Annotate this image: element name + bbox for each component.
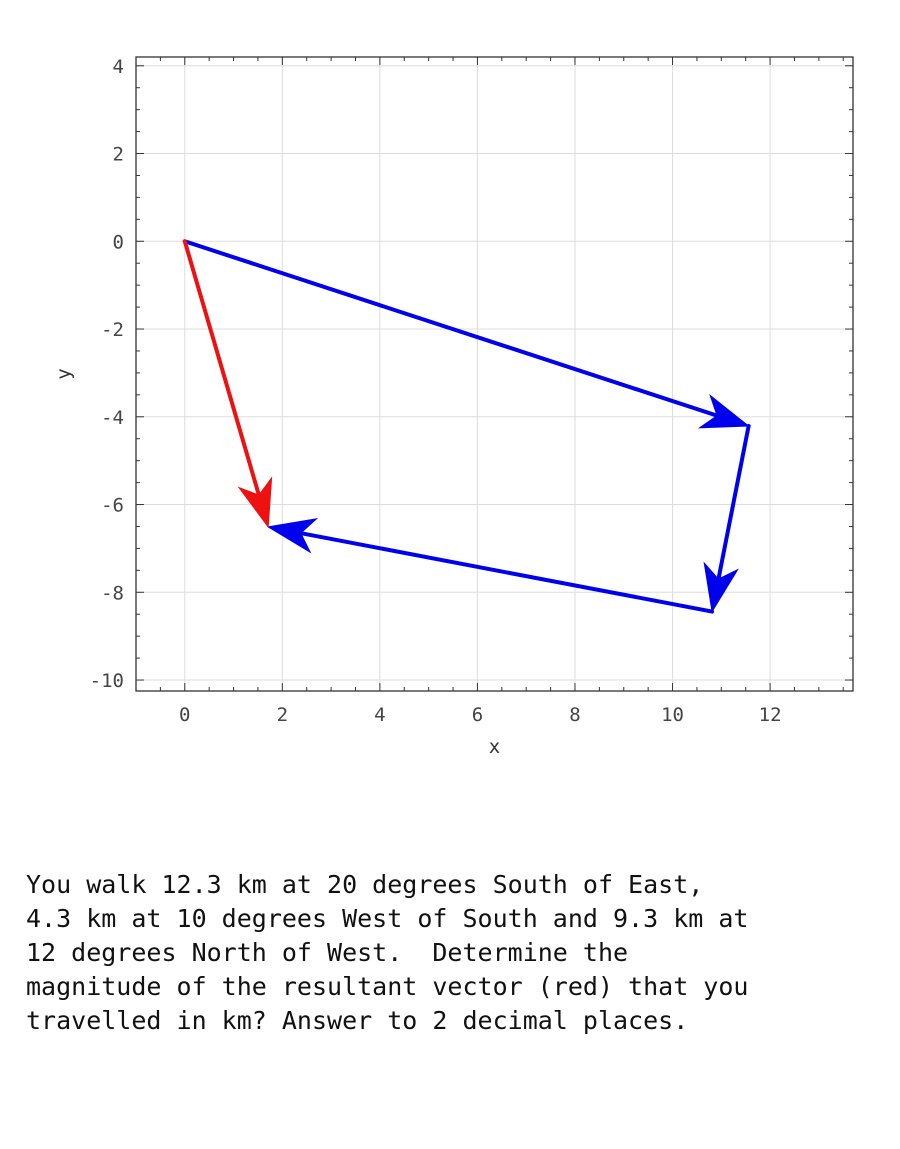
x-tick-label: 10 xyxy=(661,704,684,726)
vector-shaft-3 xyxy=(274,526,715,614)
y-tick-label: 0 xyxy=(113,231,124,253)
y-tick-label: -4 xyxy=(101,407,124,429)
vector-shaft-1 xyxy=(182,239,744,426)
x-tick-label: 12 xyxy=(759,704,782,726)
y-tick-label: -6 xyxy=(101,495,124,517)
x-tick-label: 6 xyxy=(472,704,483,726)
question-text: You walk 12.3 km at 20 degrees South of … xyxy=(26,870,749,1035)
chart-svg: 0 2 4 6 8 10 12 4 2 0 -2 -4 -6 -8 -10 x y xyxy=(53,56,854,758)
y-tick-label: -10 xyxy=(90,670,124,692)
x-tick-label: 2 xyxy=(277,704,288,726)
y-tick-label: -8 xyxy=(101,582,124,604)
vector-shaft-2 xyxy=(711,423,751,606)
plot-frame xyxy=(135,56,854,692)
y-tick-label: 2 xyxy=(113,144,124,166)
vector-shaft-4 xyxy=(182,239,268,522)
y-tick-label: 4 xyxy=(113,56,124,78)
x-axis-title: x xyxy=(489,736,500,758)
x-tick-label: 4 xyxy=(374,704,385,726)
y-tick-label: -2 xyxy=(101,319,124,341)
y-axis-title: y xyxy=(53,368,75,379)
x-tick-label: 0 xyxy=(179,704,190,726)
vector-arrowhead-4 xyxy=(237,476,273,529)
vector-chart: 0 2 4 6 8 10 12 4 2 0 -2 -4 -6 -8 -10 x y xyxy=(53,56,854,758)
vector-arrowhead-3 xyxy=(266,518,319,554)
x-tick-label: 8 xyxy=(569,704,580,726)
vector-arrowhead-1 xyxy=(697,394,750,429)
vector-arrowhead-2 xyxy=(703,561,739,614)
